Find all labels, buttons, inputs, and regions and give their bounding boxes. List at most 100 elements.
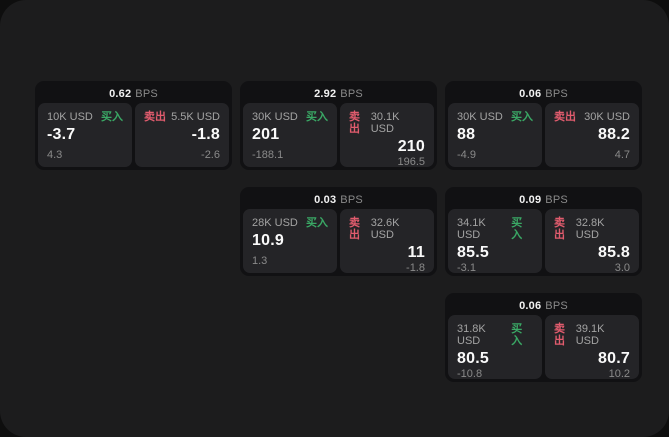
buy-delta-value: 4.3 — [47, 149, 63, 161]
quote-card-body: 28K USD 买入 10.9 1.3 卖出 32.6K USD 11 -1.8 — [243, 209, 434, 274]
bps-unit-label: BPS — [545, 193, 568, 206]
sell-delta-value: -2.6 — [201, 149, 220, 161]
sell-pane-header: 卖出 39.1K USD — [554, 323, 630, 347]
quote-card: 0.62 BPS 10K USD 买入 -3.7 4.3 卖出 5.5K USD — [35, 81, 232, 170]
bps-value: 0.62 — [109, 87, 132, 100]
quote-card-body: 30K USD 买入 88 -4.9 卖出 30K USD 88.2 4.7 — [448, 103, 639, 167]
sell-delta-value: 3.0 — [614, 262, 630, 274]
sell-pane-header: 卖出 32.8K USD — [554, 217, 630, 241]
buy-notional-label: 30K USD — [252, 111, 298, 123]
buy-pane[interactable]: 31.8K USD 买入 80.5 -10.8 — [448, 315, 542, 380]
buy-side-badge: 买入 — [511, 323, 523, 347]
buy-pane-header: 31.8K USD 买入 — [457, 323, 533, 347]
sell-notional-label: 30.1K USD — [370, 111, 400, 135]
buy-pane[interactable]: 34.1K USD 买入 85.5 -3.1 — [448, 209, 542, 274]
buy-pane-header: 30K USD 买入 — [252, 111, 328, 123]
sell-pane[interactable]: 卖出 5.5K USD -1.8 -2.6 — [135, 103, 229, 167]
buy-pane-header: 10K USD 买入 — [47, 111, 123, 123]
buy-price-value: 85.5 — [457, 244, 489, 261]
bps-header: 0.03 BPS — [243, 190, 434, 209]
sell-price-value: 210 — [397, 138, 425, 155]
bps-value: 0.09 — [519, 193, 542, 206]
sell-notional-label: 32.6K USD — [370, 217, 400, 241]
sell-notional-label: 32.8K USD — [575, 217, 605, 241]
bps-unit-label: BPS — [340, 193, 363, 206]
buy-notional-label: 31.8K USD — [457, 323, 486, 347]
sell-side-badge: 卖出 — [349, 111, 360, 135]
sell-price-value: 88.2 — [598, 126, 630, 143]
buy-delta-value: -188.1 — [252, 149, 284, 161]
buy-notional-label: 28K USD — [252, 217, 298, 229]
buy-side-badge: 买入 — [306, 217, 328, 229]
buy-delta-value: -3.1 — [457, 262, 476, 274]
sell-pane-header: 卖出 5.5K USD — [144, 111, 220, 123]
sell-notional-label: 30K USD — [584, 111, 630, 123]
quote-card: 0.06 BPS 30K USD 买入 88 -4.9 卖出 30K USD — [445, 81, 642, 170]
sell-price-value: 11 — [407, 244, 425, 261]
quote-card: 0.09 BPS 34.1K USD 买入 85.5 -3.1 卖出 32.8K… — [445, 187, 642, 276]
sell-pane[interactable]: 卖出 39.1K USD 80.7 10.2 — [545, 315, 639, 380]
sell-pane[interactable]: 卖出 30K USD 88.2 4.7 — [545, 103, 639, 167]
sell-delta-value: 10.2 — [608, 368, 630, 380]
buy-pane[interactable]: 30K USD 买入 88 -4.9 — [448, 103, 542, 167]
bps-value: 2.92 — [314, 87, 337, 100]
sell-price-value: -1.8 — [191, 126, 220, 143]
quote-grid: 0.62 BPS 10K USD 买入 -3.7 4.3 卖出 5.5K USD — [35, 81, 642, 382]
quote-card: 2.92 BPS 30K USD 买入 201 -188.1 卖出 30.1K … — [240, 81, 437, 170]
bps-unit-label: BPS — [135, 87, 158, 100]
buy-side-badge: 买入 — [306, 111, 328, 123]
sell-delta-value: -1.8 — [406, 262, 425, 274]
quote-card: 0.06 BPS 31.8K USD 买入 80.5 -10.8 卖出 39.1… — [445, 293, 642, 382]
quote-card-body: 10K USD 买入 -3.7 4.3 卖出 5.5K USD -1.8 -2.… — [38, 103, 229, 167]
sell-notional-label: 39.1K USD — [575, 323, 605, 347]
buy-notional-label: 34.1K USD — [457, 217, 486, 241]
sell-pane[interactable]: 卖出 32.8K USD 85.8 3.0 — [545, 209, 639, 274]
sell-pane-header: 卖出 30.1K USD — [349, 111, 425, 135]
bps-header: 0.06 BPS — [448, 84, 639, 103]
sell-delta-value: 196.5 — [397, 156, 425, 168]
sell-side-badge: 卖出 — [554, 111, 576, 123]
sell-pane-header: 卖出 30K USD — [554, 111, 630, 123]
buy-price-value: 10.9 — [252, 232, 284, 249]
bps-header: 2.92 BPS — [243, 84, 434, 103]
buy-pane-header: 34.1K USD 买入 — [457, 217, 533, 241]
buy-pane[interactable]: 30K USD 买入 201 -188.1 — [243, 103, 337, 167]
quote-card: 0.03 BPS 28K USD 买入 10.9 1.3 卖出 32.6K US… — [240, 187, 437, 276]
buy-pane-header: 28K USD 买入 — [252, 217, 328, 229]
buy-pane[interactable]: 28K USD 买入 10.9 1.3 — [243, 209, 337, 273]
sell-side-badge: 卖出 — [554, 217, 565, 241]
buy-notional-label: 10K USD — [47, 111, 93, 123]
buy-pane-header: 30K USD 买入 — [457, 111, 533, 123]
bps-unit-label: BPS — [545, 299, 568, 312]
buy-delta-value: 1.3 — [252, 255, 268, 267]
sell-pane-header: 卖出 32.6K USD — [349, 217, 425, 241]
sell-price-value: 80.7 — [598, 350, 630, 367]
buy-notional-label: 30K USD — [457, 111, 503, 123]
buy-side-badge: 买入 — [511, 217, 523, 241]
quote-card-body: 31.8K USD 买入 80.5 -10.8 卖出 39.1K USD 80.… — [448, 315, 639, 380]
sell-price-value: 85.8 — [598, 244, 630, 261]
bps-unit-label: BPS — [340, 87, 363, 100]
buy-pane[interactable]: 10K USD 买入 -3.7 4.3 — [38, 103, 132, 167]
buy-price-value: 80.5 — [457, 350, 489, 367]
bps-header: 0.62 BPS — [38, 84, 229, 103]
sell-side-badge: 卖出 — [554, 323, 565, 347]
bps-value: 0.06 — [519, 87, 542, 100]
buy-price-value: 88 — [457, 126, 476, 143]
buy-price-value: 201 — [252, 126, 280, 143]
bps-header: 0.06 BPS — [448, 296, 639, 315]
bps-value: 0.03 — [314, 193, 337, 206]
bps-value: 0.06 — [519, 299, 542, 312]
sell-delta-value: 4.7 — [614, 149, 630, 161]
bps-header: 0.09 BPS — [448, 190, 639, 209]
buy-price-value: -3.7 — [47, 126, 76, 143]
sell-side-badge: 卖出 — [349, 217, 360, 241]
quote-card-body: 30K USD 买入 201 -188.1 卖出 30.1K USD 210 1… — [243, 103, 434, 168]
sell-notional-label: 5.5K USD — [171, 111, 220, 123]
sell-pane[interactable]: 卖出 32.6K USD 11 -1.8 — [340, 209, 434, 274]
buy-delta-value: -10.8 — [457, 368, 483, 380]
quote-card-body: 34.1K USD 买入 85.5 -3.1 卖出 32.8K USD 85.8… — [448, 209, 639, 274]
sell-side-badge: 卖出 — [144, 111, 166, 123]
sell-pane[interactable]: 卖出 30.1K USD 210 196.5 — [340, 103, 434, 168]
